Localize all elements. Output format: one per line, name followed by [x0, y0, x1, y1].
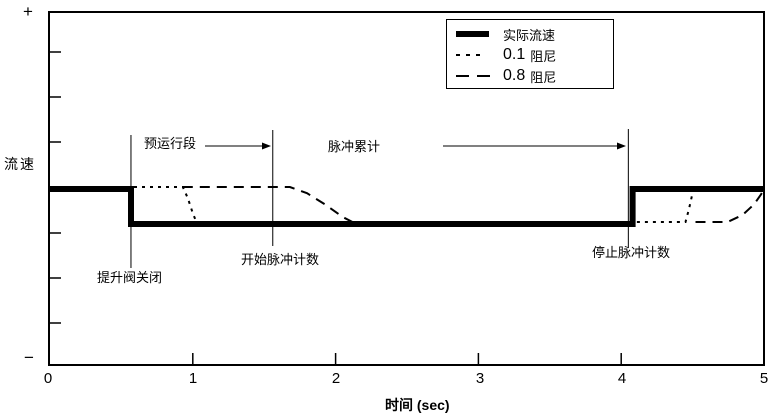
annotation-pre-run-segment: 预运行段 — [144, 136, 197, 151]
annotation-valve-closed: 提升阀关闭 — [97, 270, 163, 285]
y-axis-plus-label: + — [23, 2, 33, 21]
legend-value: 0.1 — [503, 46, 526, 63]
legend-item-damping-01: 0.1 阻尼 — [456, 46, 613, 64]
legend-item-damping-08: 0.8 阻尼 — [456, 67, 613, 85]
y-axis-title: 流速 — [4, 156, 36, 172]
legend-value: 0.8 — [503, 67, 526, 84]
legend-label: 阻尼 — [530, 69, 557, 85]
annotation-pulse-accumulate: 脉冲累计 — [328, 139, 381, 154]
annotation-start-pulse-count: 开始脉冲计数 — [241, 252, 320, 267]
x-tick-label-5: 5 — [759, 370, 769, 387]
x-axis-title: 时间 (sec) — [385, 397, 450, 413]
annotation-stop-pulse-count: 停止脉冲计数 — [592, 245, 671, 260]
x-tick-label-2: 2 — [331, 370, 341, 387]
x-tick-label-1: 1 — [188, 370, 198, 387]
dotted-line-swatch-icon — [456, 54, 486, 56]
legend-label: 阻尼 — [530, 48, 557, 64]
x-tick-label-0: 0 — [43, 370, 53, 387]
legend-item-actual-flow: 实际流速 — [456, 25, 613, 43]
dashed-line-swatch-icon — [456, 75, 490, 77]
y-axis-minus-label: − — [24, 348, 34, 367]
x-tick-label-4: 4 — [617, 370, 627, 387]
x-tick-label-3: 3 — [475, 370, 485, 387]
legend-label: 实际流速 — [503, 27, 556, 43]
plot-area — [48, 11, 765, 366]
legend-box: 实际流速 0.1 阻尼 0.8 阻尼 — [446, 19, 614, 89]
solid-thick-line-swatch-icon — [456, 31, 489, 37]
